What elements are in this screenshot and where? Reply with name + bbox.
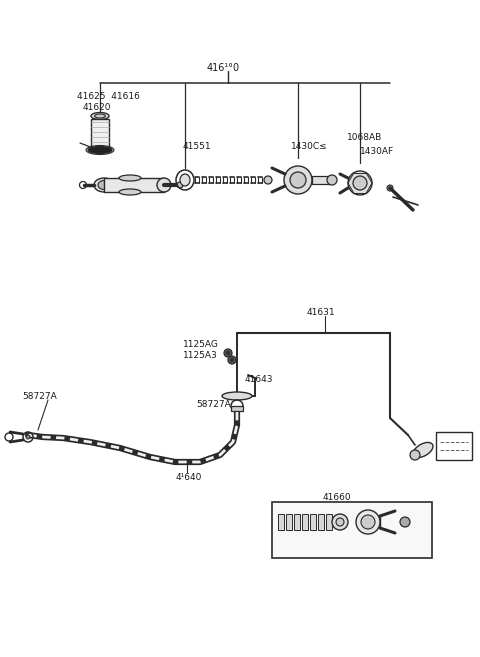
Circle shape [332,514,348,530]
Circle shape [230,358,234,362]
Ellipse shape [98,181,110,189]
Text: 1430C≤: 1430C≤ [291,142,328,151]
Bar [326,514,332,530]
Text: 1068AB: 1068AB [347,133,382,142]
Text: 41660: 41660 [323,493,352,502]
Bar [294,514,300,530]
Bar [312,176,330,184]
Bar [302,514,308,530]
Text: 1125AG: 1125AG [183,340,219,349]
Circle shape [228,356,236,364]
Bar [278,514,284,530]
Circle shape [410,450,420,460]
Text: 41625  41616: 41625 41616 [77,92,140,101]
Bar [318,514,324,530]
Circle shape [400,517,410,527]
Bar [286,514,292,530]
Text: 41643: 41643 [245,375,274,384]
Text: 58727A: 58727A [196,400,231,409]
Text: 416¹°0: 416¹°0 [207,63,240,73]
Bar [272,502,432,558]
Ellipse shape [180,174,190,186]
Text: 41620: 41620 [83,103,111,112]
Bar [310,514,316,530]
Circle shape [264,176,272,184]
Circle shape [356,510,380,534]
Circle shape [361,515,375,529]
Ellipse shape [91,112,109,120]
Bar [91,119,109,149]
Circle shape [290,172,306,188]
Ellipse shape [177,182,183,188]
Text: 1430AF: 1430AF [360,147,394,156]
Ellipse shape [119,175,141,181]
Ellipse shape [95,114,106,118]
Circle shape [353,176,367,190]
Text: 4¹640: 4¹640 [176,473,203,482]
Circle shape [348,171,372,195]
Circle shape [284,166,312,194]
Circle shape [226,351,230,355]
Text: 1125A3: 1125A3 [183,351,218,360]
Text: 58727A: 58727A [22,392,57,401]
Bar [104,178,164,192]
Circle shape [336,518,344,526]
Text: 41631: 41631 [307,308,336,317]
Ellipse shape [94,178,114,192]
Ellipse shape [88,147,112,154]
Ellipse shape [222,392,252,400]
Bar [231,406,243,411]
Bar [436,432,472,460]
Text: 41551: 41551 [183,142,212,151]
Ellipse shape [119,189,141,195]
Circle shape [387,185,393,191]
Ellipse shape [157,178,171,192]
Ellipse shape [413,442,433,457]
Circle shape [26,435,30,439]
Circle shape [224,349,232,357]
Circle shape [327,175,337,185]
